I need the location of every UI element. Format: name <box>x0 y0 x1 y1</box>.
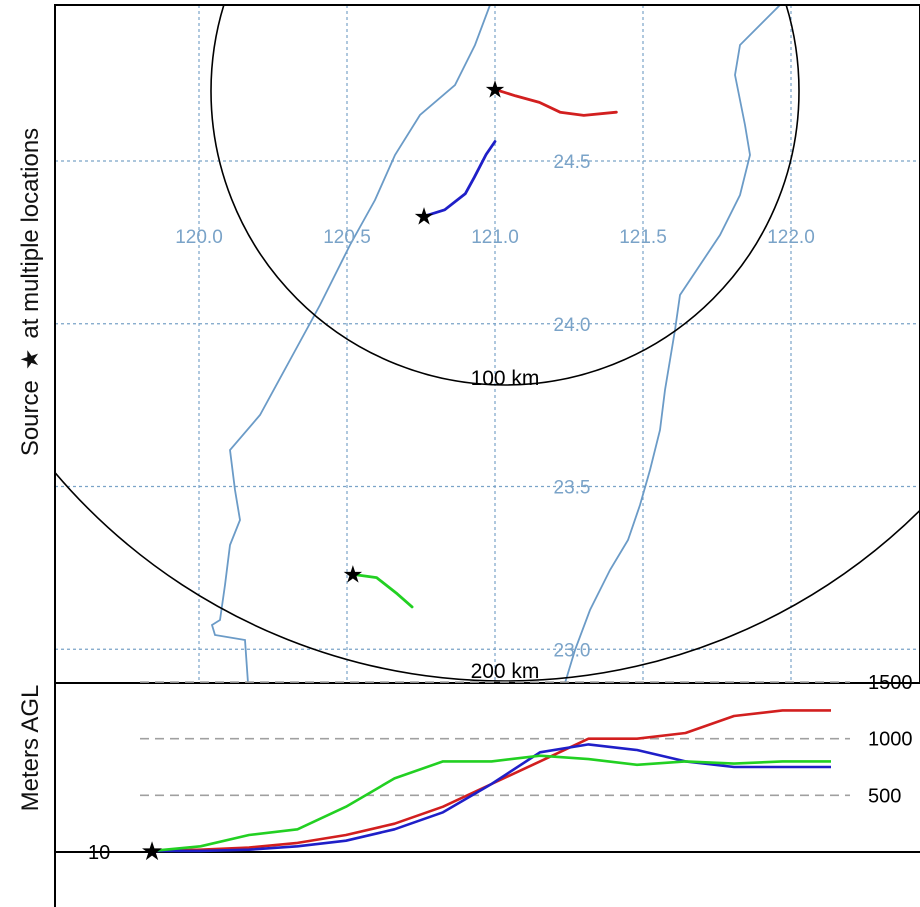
height-profile-red <box>151 709 831 853</box>
height-label: 500 <box>868 785 901 807</box>
release-height-label: 10 <box>88 842 110 864</box>
source-star-icon: ★ <box>413 202 435 230</box>
range-ring-label: 100 km <box>471 367 540 390</box>
height-profiles <box>151 709 831 853</box>
height-label: 1000 <box>868 729 913 751</box>
profile-source-star-icon: ★ <box>140 837 163 867</box>
trajectory-red <box>493 88 618 117</box>
range-ring <box>210 5 800 386</box>
map-gridlines <box>55 5 920 683</box>
trajectory-green <box>351 573 414 609</box>
lat-label: 24.0 <box>554 315 591 336</box>
west-coastline <box>210 5 491 683</box>
height-label: 1500 <box>868 672 913 694</box>
height-profile-blue <box>152 743 831 853</box>
range-ring-label: 200 km <box>471 660 540 683</box>
lon-label: 120.0 <box>175 227 223 248</box>
lat-label: 24.5 <box>554 152 591 173</box>
lat-label: 23.5 <box>554 478 591 499</box>
coordinate-labels: 120.0 120.5 121.0 121.5 122.0 24.5 24.0 23.5 23.… <box>175 152 815 661</box>
height-gridlines: 1500 1000 500 <box>140 672 913 807</box>
profile-panel: 1500 1000 500 10 Meters AGL ★ <box>17 672 920 907</box>
trajectories: ★ ★ ★ <box>342 75 618 609</box>
lon-label: 121.0 <box>471 227 519 248</box>
lat-label: 23.0 <box>554 640 591 661</box>
map-y-axis-label: Source★at multiple locations <box>17 128 44 456</box>
lon-label: 121.5 <box>619 227 667 248</box>
range-rings: 100 km 200 km <box>55 5 920 683</box>
lon-label: 122.0 <box>767 227 815 248</box>
profile-y-axis-label: Meters AGL <box>17 685 44 812</box>
source-star-icon: ★ <box>484 75 506 103</box>
source-star-icon: ★ <box>342 560 364 588</box>
trajectory-blue <box>422 140 497 218</box>
east-coastline <box>564 5 781 683</box>
map-panel: 100 km 200 km 120.0 120.5 121.0 121.5 122.0 24… <box>17 4 920 684</box>
map-frame <box>54 4 920 684</box>
height-profile-green <box>151 754 831 853</box>
range-ring <box>55 471 920 682</box>
coastline <box>210 5 781 683</box>
lon-label: 120.5 <box>323 227 371 248</box>
